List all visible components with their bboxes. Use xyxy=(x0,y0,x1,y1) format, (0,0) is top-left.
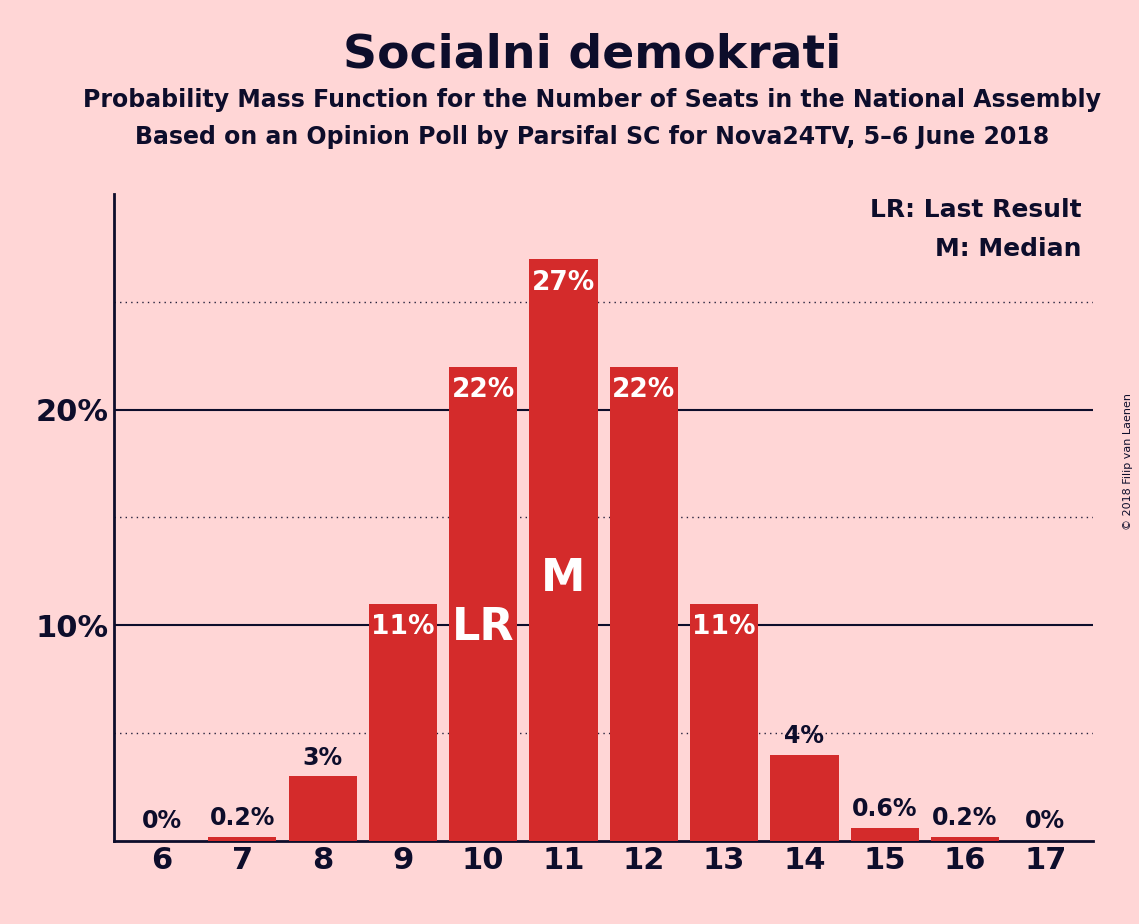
Bar xyxy=(609,367,678,841)
Text: M: Median: M: Median xyxy=(935,237,1081,261)
Bar xyxy=(208,836,277,841)
Text: © 2018 Filip van Laenen: © 2018 Filip van Laenen xyxy=(1123,394,1133,530)
Text: 3%: 3% xyxy=(303,746,343,770)
Text: LR: LR xyxy=(452,606,515,649)
Text: Based on an Opinion Poll by Parsifal SC for Nova24TV, 5–6 June 2018: Based on an Opinion Poll by Parsifal SC … xyxy=(136,125,1049,149)
Text: M: M xyxy=(541,557,585,601)
Text: Probability Mass Function for the Number of Seats in the National Assembly: Probability Mass Function for the Number… xyxy=(83,88,1101,112)
Bar xyxy=(449,367,517,841)
Text: 11%: 11% xyxy=(371,614,435,640)
Bar xyxy=(770,755,838,841)
Text: 0.2%: 0.2% xyxy=(933,806,998,830)
Bar xyxy=(288,776,357,841)
Bar xyxy=(931,836,999,841)
Text: 22%: 22% xyxy=(612,377,675,403)
Text: Socialni demokrati: Socialni demokrati xyxy=(343,32,842,78)
Text: 22%: 22% xyxy=(451,377,515,403)
Text: 11%: 11% xyxy=(693,614,756,640)
Bar xyxy=(851,828,919,841)
Text: 4%: 4% xyxy=(785,724,825,748)
Bar xyxy=(369,603,437,841)
Text: 27%: 27% xyxy=(532,270,596,296)
Bar xyxy=(530,259,598,841)
Text: 0%: 0% xyxy=(1025,809,1065,833)
Text: 0.2%: 0.2% xyxy=(210,806,274,830)
Bar xyxy=(690,603,759,841)
Text: 0.6%: 0.6% xyxy=(852,797,917,821)
Text: LR: Last Result: LR: Last Result xyxy=(870,199,1081,223)
Text: 0%: 0% xyxy=(142,809,182,833)
